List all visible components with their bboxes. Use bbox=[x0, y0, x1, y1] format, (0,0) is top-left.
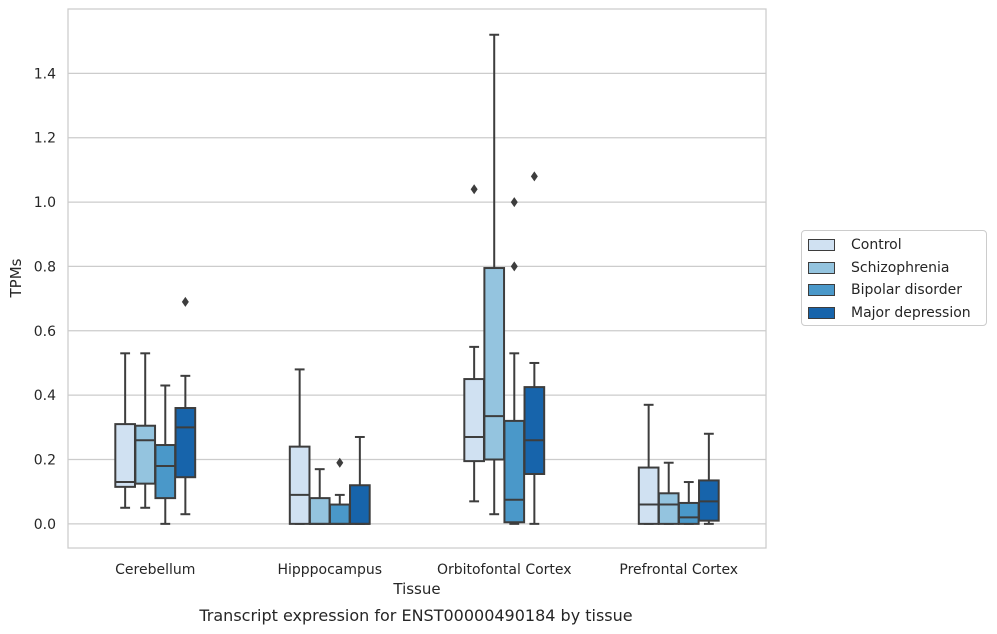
iqr-box bbox=[483, 267, 506, 461]
box-control bbox=[637, 403, 660, 525]
plot-area-frame bbox=[67, 8, 767, 549]
iqr-box bbox=[463, 378, 485, 463]
iqr-box bbox=[114, 423, 136, 488]
box-control bbox=[463, 184, 485, 503]
x-axis-title: Tissue bbox=[392, 580, 440, 598]
iqr-box bbox=[288, 445, 311, 525]
legend-item: Major depression bbox=[808, 303, 971, 323]
y-tick-label: 0.6 bbox=[34, 324, 56, 340]
x-tick-label: Orbitofontal Cortex bbox=[437, 562, 572, 578]
boxes bbox=[114, 33, 720, 525]
outlier-marker bbox=[181, 296, 189, 307]
outlier-marker bbox=[336, 457, 344, 468]
box-control bbox=[114, 352, 136, 509]
box-schizophrenia bbox=[483, 33, 506, 516]
legend-swatch bbox=[808, 284, 835, 296]
legend-item: Bipolar disorder bbox=[808, 280, 962, 300]
box-major-depression bbox=[698, 432, 720, 525]
box-bipolar-disorder bbox=[328, 457, 351, 525]
y-axis-title: TPMs bbox=[7, 258, 25, 298]
legend-swatch bbox=[808, 306, 835, 319]
iqr-box bbox=[503, 419, 526, 524]
box-major-depression bbox=[174, 296, 197, 516]
box-major-depression bbox=[349, 435, 371, 525]
y-tick-label: 0.8 bbox=[34, 259, 56, 275]
figure-caption: Transcript expression for ENST0000049018… bbox=[199, 606, 633, 625]
box-bipolar-disorder bbox=[503, 197, 526, 525]
box-bipolar-disorder bbox=[154, 384, 177, 525]
y-tick-label: 0.2 bbox=[34, 453, 56, 469]
x-tick-label: Cerebellum bbox=[115, 562, 195, 578]
legend-label: Bipolar disorder bbox=[851, 282, 963, 298]
iqr-box bbox=[637, 466, 660, 525]
iqr-box bbox=[174, 407, 197, 479]
box-bipolar-disorder bbox=[677, 481, 700, 525]
iqr-box bbox=[349, 484, 371, 525]
iqr-box bbox=[154, 444, 177, 500]
box-major-depression bbox=[523, 171, 546, 525]
y-tick-label: 1.0 bbox=[34, 195, 56, 211]
legend-label: Control bbox=[851, 237, 902, 253]
x-tick-label: Prefrontal Cortex bbox=[619, 562, 738, 578]
box-schizophrenia bbox=[308, 468, 331, 525]
outlier-marker bbox=[530, 171, 538, 182]
legend-label: Schizophrenia bbox=[851, 259, 950, 276]
outlier-marker bbox=[510, 261, 518, 272]
legend-swatch bbox=[808, 239, 835, 251]
iqr-box bbox=[523, 386, 546, 475]
x-tick-label: Hipppocampus bbox=[277, 562, 382, 578]
box-schizophrenia bbox=[134, 352, 157, 509]
tick-labels: 0.0 0.2 0.4 0.6 0.8 1.0 1.2 1.4 Cerebellum Hipppo… bbox=[34, 66, 738, 578]
iqr-box bbox=[328, 503, 351, 525]
iqr-box bbox=[134, 424, 157, 485]
y-tick-label: 0.4 bbox=[34, 388, 56, 404]
legend-swatch bbox=[808, 261, 835, 274]
iqr-box bbox=[677, 501, 700, 525]
outlier-marker bbox=[470, 184, 478, 195]
iqr-box bbox=[308, 497, 331, 525]
iqr-box bbox=[657, 492, 680, 525]
y-tick-label: 1.2 bbox=[34, 131, 56, 147]
legend-label: Major depression bbox=[851, 304, 971, 321]
legend-item: Schizophrenia bbox=[808, 258, 949, 278]
box-schizophrenia bbox=[657, 461, 680, 525]
legend-item: Control bbox=[808, 235, 902, 255]
box-control bbox=[288, 368, 311, 525]
legend: Control Schizophrenia Bipolar disorder Majo… bbox=[801, 230, 987, 326]
y-tick-label: 1.4 bbox=[34, 66, 56, 82]
y-tick-label: 0.0 bbox=[34, 517, 56, 533]
outlier-marker bbox=[510, 197, 518, 208]
